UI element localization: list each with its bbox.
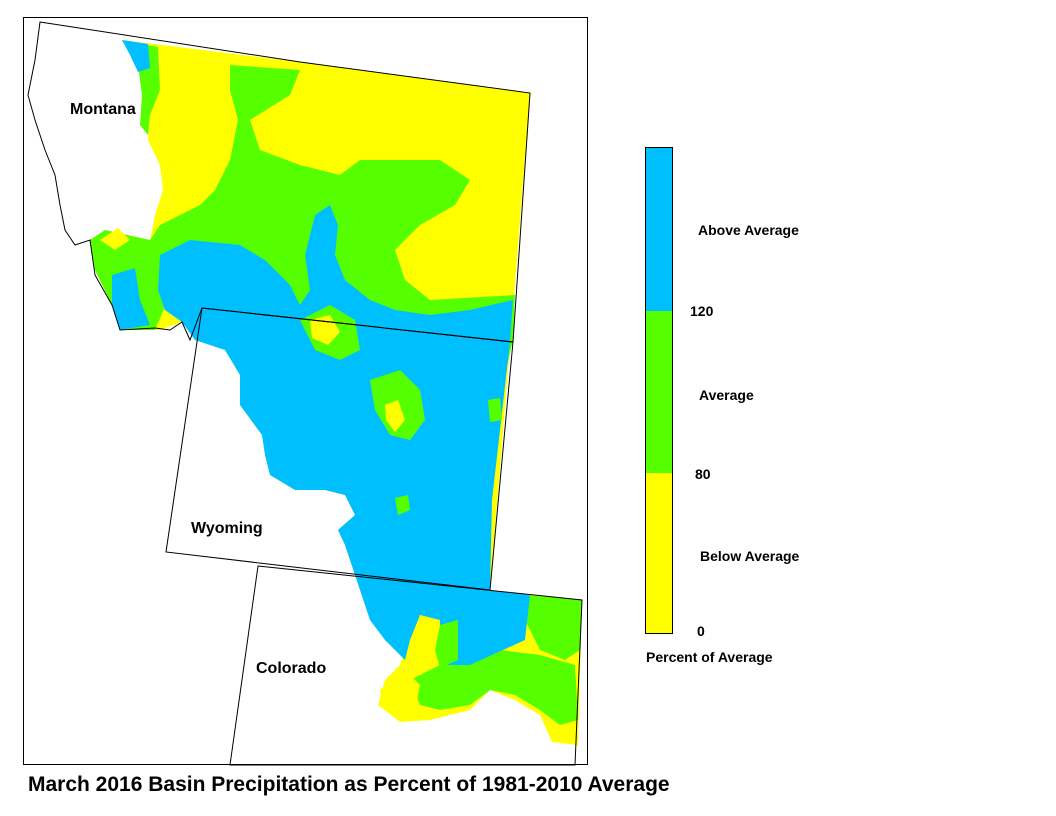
basin-region-green-d	[410, 650, 578, 725]
legend-color-bar	[645, 147, 673, 634]
basin-region-blue-west	[112, 268, 150, 330]
legend-label-below: Below Average	[700, 548, 800, 564]
legend-break-80: 80	[695, 466, 711, 482]
basin-region-yellow-island-2	[385, 400, 405, 432]
basin-region-green-island-4	[488, 398, 502, 422]
basin-region-yellow-island-3	[380, 670, 420, 720]
legend-break-120: 120	[690, 303, 714, 319]
legend-swatch-above	[646, 148, 672, 311]
state-label-montana: Montana	[70, 101, 136, 118]
map-title: March 2016 Basin Precipitation as Percen…	[28, 773, 670, 796]
basin-region-green-c	[525, 595, 582, 660]
basin-region-green-b	[122, 40, 160, 135]
state-label-colorado: Colorado	[256, 660, 327, 677]
colorado-boundary	[229, 565, 583, 766]
legend-caption: Percent of Average	[646, 649, 773, 665]
legend-swatch-average	[646, 311, 672, 473]
basin-region-yellow-island-4	[100, 228, 130, 250]
basin-region-green-island-5	[435, 620, 458, 668]
legend-swatch-below	[646, 473, 672, 633]
basin-region-green-island-3	[395, 495, 410, 515]
legend-label-above: Above Average	[698, 222, 799, 238]
legend-label-average: Average	[699, 387, 754, 403]
legend-break-0: 0	[697, 623, 705, 639]
basin-region-blue-north	[122, 40, 150, 72]
basin-region-blue-main	[158, 205, 530, 665]
state-label-wyoming: Wyoming	[191, 520, 263, 537]
